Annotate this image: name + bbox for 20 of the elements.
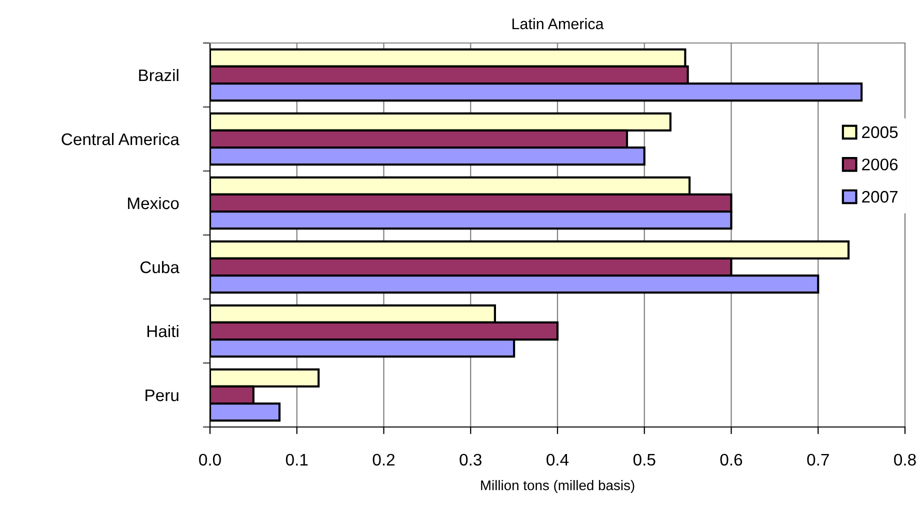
legend-label: 2006 <box>862 158 898 170</box>
x-tick-label: 0.8 <box>894 454 916 466</box>
y-tick-label: Cuba <box>140 260 180 274</box>
x-axis-title: Million tons (milled basis) <box>481 480 634 493</box>
x-tick-label: 0.0 <box>199 454 221 466</box>
x-tick-label: 0.1 <box>286 454 308 466</box>
chart-title: Latin America <box>512 18 604 30</box>
y-tick-label: Brazil <box>139 68 178 82</box>
legend-label: 2005 <box>862 126 898 138</box>
legend-label: 2007 <box>862 190 898 203</box>
x-tick-label: 0.3 <box>460 454 482 466</box>
x-tick-label: 0.2 <box>372 454 394 466</box>
x-tick-label: 0.7 <box>807 454 829 466</box>
x-tick-label: 0.5 <box>633 454 656 466</box>
y-tick-label: Central America <box>62 132 180 146</box>
y-tick-label: Haiti <box>147 324 178 338</box>
x-tick-label: 0.4 <box>546 454 569 466</box>
y-tick-label: Peru <box>146 390 178 402</box>
y-tick-label: Mexico <box>128 196 179 210</box>
x-tick-label: 0.6 <box>720 454 742 466</box>
